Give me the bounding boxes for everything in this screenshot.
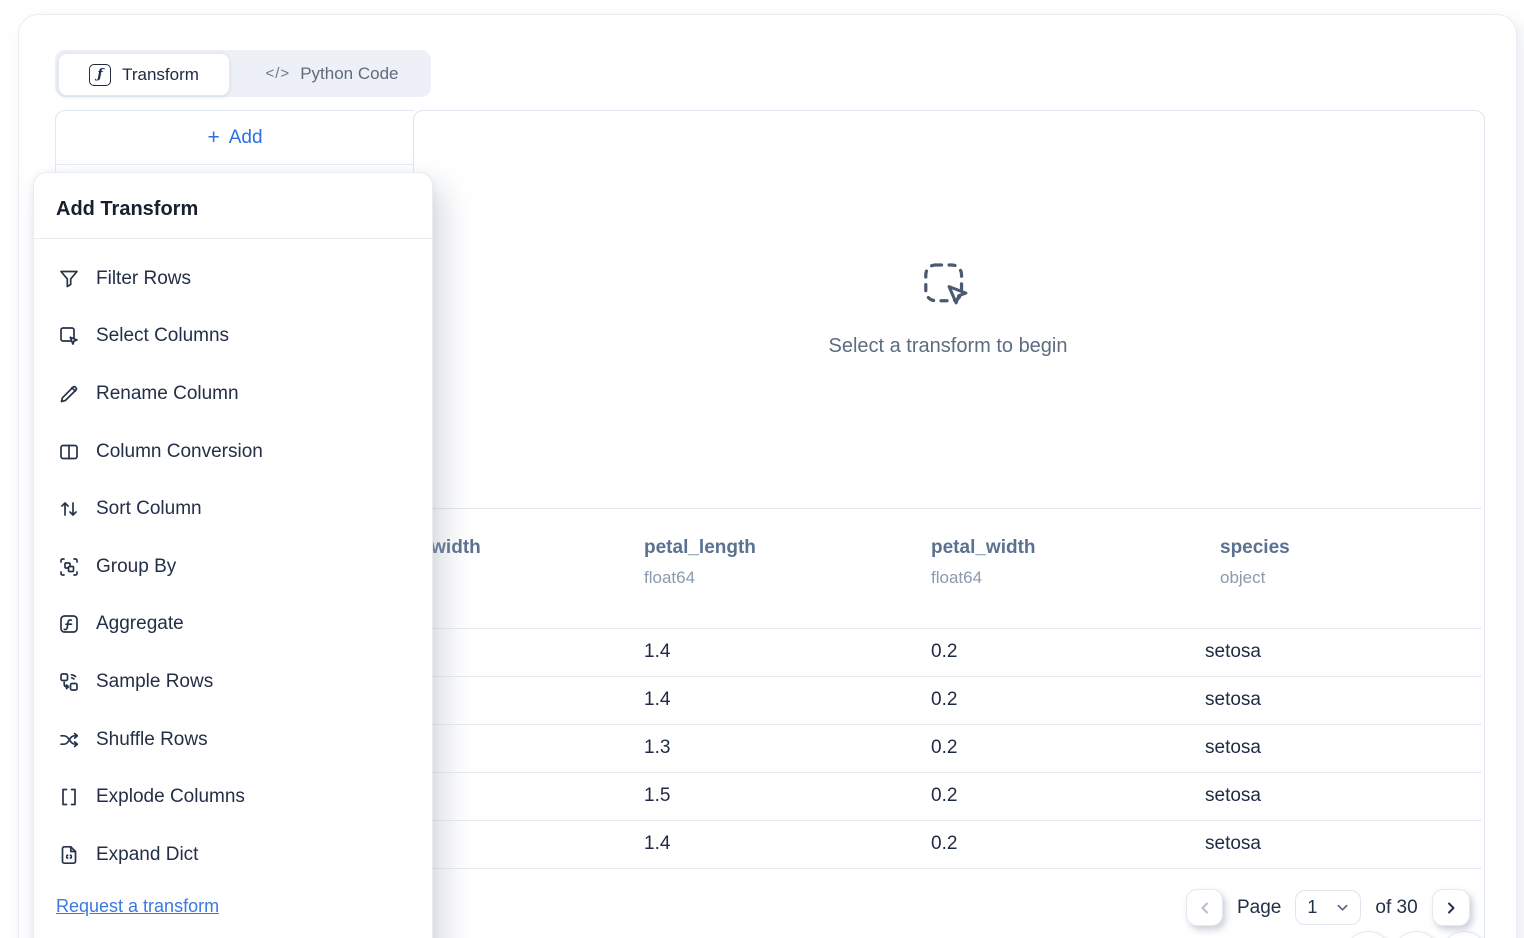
- preview-panel: [413, 110, 1485, 938]
- add-transform-label: Add: [228, 126, 263, 148]
- cell-petal-width: 0.2: [931, 737, 958, 758]
- menu-item-label: Group By: [96, 555, 177, 577]
- empty-state: Select a transform to begin: [413, 110, 1483, 508]
- menu-items: Filter Rows Select Columns Rename Column…: [34, 239, 432, 884]
- menu-item-group-by[interactable]: Group By: [34, 538, 432, 596]
- tab-python-code[interactable]: </> Python Code: [233, 50, 431, 97]
- tab-transform[interactable]: ƒ Transform: [58, 53, 230, 96]
- cell-species: setosa: [1205, 689, 1261, 710]
- column-conversion-icon: [58, 441, 80, 463]
- cursor-select-icon: [924, 262, 968, 304]
- column-dtype-petal-width: float64: [931, 568, 983, 587]
- filter-icon: [58, 268, 80, 290]
- menu-item-label: Filter Rows: [96, 267, 192, 289]
- row-divider: [414, 724, 1482, 725]
- view-tabbar: ƒ Transform </> Python Code: [55, 50, 431, 97]
- column-dtype-species: object: [1220, 568, 1266, 587]
- sort-icon: [58, 498, 80, 520]
- cell-species: setosa: [1205, 785, 1261, 806]
- row-divider: [414, 676, 1482, 677]
- row-divider: [414, 868, 1482, 869]
- menu-item-label: Column Conversion: [96, 440, 263, 462]
- add-transform-menu: Add Transform Filter Rows Select Columns…: [33, 172, 433, 938]
- menu-item-label: Aggregate: [96, 613, 184, 635]
- menu-title: Add Transform: [34, 173, 432, 239]
- column-header-petal-width: petal_width: [931, 537, 1036, 558]
- row-divider: [414, 772, 1482, 773]
- function-icon: ƒ: [89, 63, 112, 86]
- cell-species: setosa: [1205, 737, 1261, 758]
- menu-item-explode-columns[interactable]: Explode Columns: [34, 768, 432, 826]
- menu-item-label: Explode Columns: [96, 786, 245, 808]
- column-header-petal-length: petal_length: [644, 537, 756, 558]
- add-transform-button[interactable]: + Add: [56, 111, 414, 165]
- pagination: Page 1 of 30: [1186, 889, 1470, 926]
- menu-item-column-conversion[interactable]: Column Conversion: [34, 423, 432, 481]
- expand-dict-icon: [58, 844, 80, 866]
- row-divider: [414, 820, 1482, 821]
- menu-item-filter-rows[interactable]: Filter Rows: [34, 250, 432, 308]
- cell-petal-length: 1.4: [644, 833, 671, 854]
- group-by-icon: [58, 556, 80, 578]
- code-icon: </>: [265, 65, 291, 82]
- page-select[interactable]: 1: [1295, 890, 1362, 925]
- menu-item-label: Expand Dict: [96, 843, 199, 865]
- menu-item-rename-column[interactable]: Rename Column: [34, 365, 432, 423]
- cell-species: setosa: [1205, 641, 1261, 662]
- select-columns-icon: [58, 325, 80, 347]
- page-total-label: of 30: [1375, 896, 1418, 918]
- tab-python-code-label: Python Code: [300, 63, 399, 83]
- menu-item-select-columns[interactable]: Select Columns: [34, 308, 432, 366]
- page-label: Page: [1237, 896, 1282, 918]
- cell-species: setosa: [1205, 833, 1261, 854]
- request-transform-link[interactable]: Request a transform: [56, 895, 220, 916]
- menu-item-sample-rows[interactable]: Sample Rows: [34, 653, 432, 711]
- menu-item-label: Select Columns: [96, 325, 230, 347]
- column-header-species: species: [1220, 537, 1290, 558]
- cell-petal-width: 0.2: [931, 641, 958, 662]
- menu-item-label: Sort Column: [96, 498, 202, 520]
- explode-columns-icon: [58, 786, 80, 808]
- next-page-button[interactable]: [1431, 889, 1470, 926]
- tab-transform-label: Transform: [122, 64, 199, 84]
- prev-page-button[interactable]: [1186, 889, 1223, 926]
- cell-petal-length: 1.3: [644, 737, 671, 758]
- chevron-left-icon: [1201, 902, 1208, 913]
- rename-icon: [58, 383, 80, 405]
- aggregate-icon: [58, 613, 80, 635]
- cell-petal-width: 0.2: [931, 833, 958, 854]
- sample-rows-icon: [58, 671, 80, 693]
- shuffle-icon: [58, 729, 80, 751]
- chevron-down-icon: [1337, 904, 1348, 911]
- menu-item-sort-column[interactable]: Sort Column: [34, 480, 432, 538]
- chevron-right-icon: [1447, 902, 1455, 913]
- cell-petal-width: 0.2: [931, 689, 958, 710]
- cell-petal-length: 1.4: [644, 641, 671, 662]
- menu-item-label: Shuffle Rows: [96, 728, 208, 750]
- cell-petal-width: 0.2: [931, 785, 958, 806]
- column-dtype-petal-length: float64: [644, 568, 696, 587]
- menu-item-label: Sample Rows: [96, 670, 214, 692]
- table-header-divider: [414, 508, 1482, 509]
- plus-icon: +: [207, 126, 220, 149]
- menu-item-expand-dict[interactable]: Expand Dict: [34, 826, 432, 884]
- page-select-value: 1: [1307, 897, 1318, 917]
- menu-item-shuffle-rows[interactable]: Shuffle Rows: [34, 711, 432, 769]
- empty-state-message: Select a transform to begin: [828, 334, 1068, 357]
- row-divider: [414, 628, 1482, 629]
- cell-petal-length: 1.5: [644, 785, 671, 806]
- menu-item-label: Rename Column: [96, 382, 239, 404]
- cell-petal-length: 1.4: [644, 689, 671, 710]
- menu-item-aggregate[interactable]: Aggregate: [34, 596, 432, 654]
